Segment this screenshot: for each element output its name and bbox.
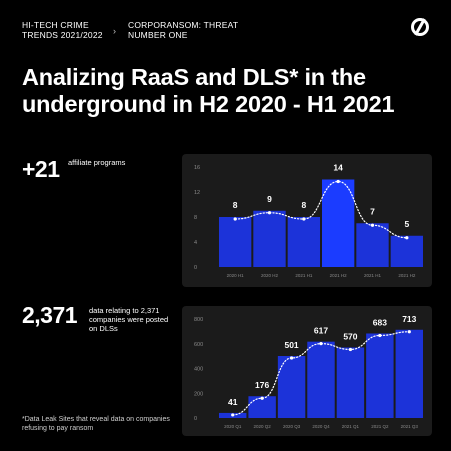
bar [307,341,335,418]
bar [356,223,389,267]
x-tick-label: 2020 H2 [261,273,279,278]
affiliate-programs-stat: +21 [22,156,60,182]
trend-point [378,333,382,338]
trend-point [231,413,235,417]
affiliate-programs-label: affiliate programs [68,158,126,167]
trend-point [348,347,353,352]
x-tick-label: 2021 H2 [330,273,348,278]
y-tick-label: 4 [194,240,197,246]
bar [253,210,286,267]
y-tick-label: 0 [194,265,197,271]
y-tick-label: 400 [194,367,203,373]
data-label: 8 [233,200,238,210]
x-tick-label: 2021 H2 [398,273,416,278]
y-tick-label: 8 [194,215,197,221]
trend-point [289,356,294,360]
trend-point [370,223,375,227]
bar [248,396,276,418]
bar [336,347,365,418]
x-tick-label: 2020 Q2 [254,424,272,429]
bar [395,329,423,418]
x-tick-label: 2021 Q3 [401,424,419,429]
x-tick-label: 2020 Q1 [224,424,242,429]
x-tick-label: 2020 Q3 [283,424,301,429]
data-label: 14 [333,163,343,173]
bar [390,235,423,267]
x-tick-label: 2020 H1 [227,273,245,278]
affiliate-programs-chart-panel: 0 4 8 12 16 8 2020 H1 9 2020 H2 8 2021 H1 14 2021 H2… [182,154,432,287]
data-label: 501 [284,340,298,350]
y-tick-label: 12 [194,190,200,196]
y-tick-label: 16 [194,165,200,171]
trend-point [407,330,411,334]
bar [219,217,252,267]
report-section-label: CORPORANSOM: THREAT NUMBER ONE [128,20,239,40]
data-label: 7 [370,206,375,216]
x-tick-label: 2021 Q1 [342,424,360,429]
trend-point [267,211,272,215]
data-label: 9 [267,194,272,204]
data-label: 176 [255,380,269,390]
y-tick-label: 600 [194,342,203,348]
x-tick-label: 2020 Q4 [312,424,330,429]
data-label: 713 [402,314,416,324]
x-tick-label: 2021 Q2 [371,424,389,429]
affiliate-programs-chart: 0 4 8 12 16 8 2020 H1 9 2020 H2 8 2021 H1 14 2021 H2… [194,163,423,278]
slashed-circle-logo-icon [411,18,429,36]
footnote: *Data Leak Sites that reveal data on com… [22,416,170,432]
y-tick-label: 800 [194,317,203,323]
trend-line [234,180,408,239]
bar [366,333,394,418]
trend-point [260,396,264,400]
data-label: 570 [343,331,357,341]
data-label: 5 [404,219,409,229]
data-label: 41 [228,397,238,407]
data-label: 8 [301,200,306,210]
bar [322,179,355,267]
y-tick-label: 0 [194,416,197,422]
x-tick-label: 2021 H1 [295,273,313,278]
bar [287,217,320,267]
bar [277,356,306,418]
chevron-right-icon: › [113,26,116,36]
data-label: 617 [314,326,328,336]
trend-point [405,236,409,240]
dls-companies-stat: 2,371 [22,302,78,328]
trend-point [336,179,340,184]
dls-companies-label: data relating to 2,371 companies were po… [89,306,169,333]
dls-companies-chart: 0 200 400 600 800 41 2020 Q1 176 2020 Q2 501 2020 … [194,314,423,429]
y-tick-label: 200 [194,391,203,397]
trend-point [319,342,323,346]
trend-point [233,217,237,221]
report-series-label: HI-TECH CRIME TRENDS 2021/2022 [22,20,103,40]
page-title: Analizing RaaS and DLS* in the undergrou… [22,64,395,117]
x-tick-label: 2021 H1 [364,273,382,278]
dls-companies-chart-panel: 0 200 400 600 800 41 2020 Q1 176 2020 Q2 501 2020 … [182,306,432,436]
data-label: 683 [373,317,387,327]
trend-point [302,217,306,221]
